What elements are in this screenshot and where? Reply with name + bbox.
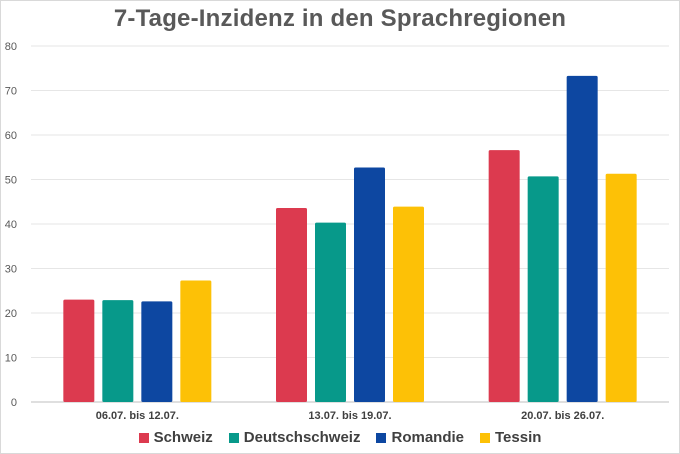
bar-romandie-2 xyxy=(566,75,598,402)
x-axis-ticks: 06.07. bis 12.07. 13.07. bis 19.07. 20.07.… xyxy=(96,410,605,422)
bar-chart: 0 10 20 30 40 50 60 70 80 06.07. bis 12.07. 13.07… xyxy=(5,41,669,422)
bar-tessin-0 xyxy=(180,280,212,402)
legend-label: Schweiz xyxy=(153,429,213,446)
legend-item-schweiz: Schweiz xyxy=(138,429,213,446)
x-tick-label: 13.07. bis 19.07. xyxy=(308,410,391,422)
bars xyxy=(63,75,637,402)
y-axis-ticks: 0 10 20 30 40 50 60 70 80 xyxy=(5,41,17,409)
x-tick-label: 06.07. bis 12.07. xyxy=(96,410,179,422)
bar-deutschschweiz-0 xyxy=(102,300,134,402)
x-tick-label: 20.07. bis 26.07. xyxy=(521,410,604,422)
bar-schweiz-0 xyxy=(63,299,95,402)
bar-tessin-1 xyxy=(393,206,424,402)
bar-romandie-1 xyxy=(354,167,385,402)
legend-swatch xyxy=(376,432,387,443)
y-tick-label: 10 xyxy=(5,353,17,365)
y-tick-label: 80 xyxy=(5,41,17,53)
legend-label: Deutschschweiz xyxy=(243,429,361,446)
bar-schweiz-2 xyxy=(488,150,520,402)
legend-swatch xyxy=(138,432,149,443)
legend-label: Romandie xyxy=(391,429,464,446)
bar-deutschschweiz-2 xyxy=(527,176,559,402)
chart-title: 7-Tage-Inzidenz in den Sprachregionen xyxy=(113,5,567,32)
y-tick-label: 40 xyxy=(5,219,17,231)
y-tick-label: 30 xyxy=(5,264,17,276)
y-tick-label: 60 xyxy=(5,130,17,142)
legend-item-romandie: Romandie xyxy=(376,429,464,446)
legend: Schweiz Deutschschweiz Romandie Tessin xyxy=(1,429,679,446)
legend-label: Tessin xyxy=(495,429,542,446)
y-tick-label: 20 xyxy=(5,308,17,320)
bar-deutschschweiz-1 xyxy=(315,222,346,402)
legend-item-tessin: Tessin xyxy=(480,429,541,446)
bar-romandie-0 xyxy=(141,301,173,402)
y-tick-label: 50 xyxy=(5,175,17,187)
bar-tessin-2 xyxy=(605,173,637,402)
legend-swatch xyxy=(228,432,239,443)
legend-swatch xyxy=(480,432,490,443)
bar-schweiz-1 xyxy=(276,207,307,402)
y-tick-label: 0 xyxy=(11,397,17,409)
legend-item-deutschschweiz: Deutschschweiz xyxy=(228,429,361,446)
y-tick-label: 70 xyxy=(5,86,17,98)
gridlines xyxy=(31,45,669,403)
